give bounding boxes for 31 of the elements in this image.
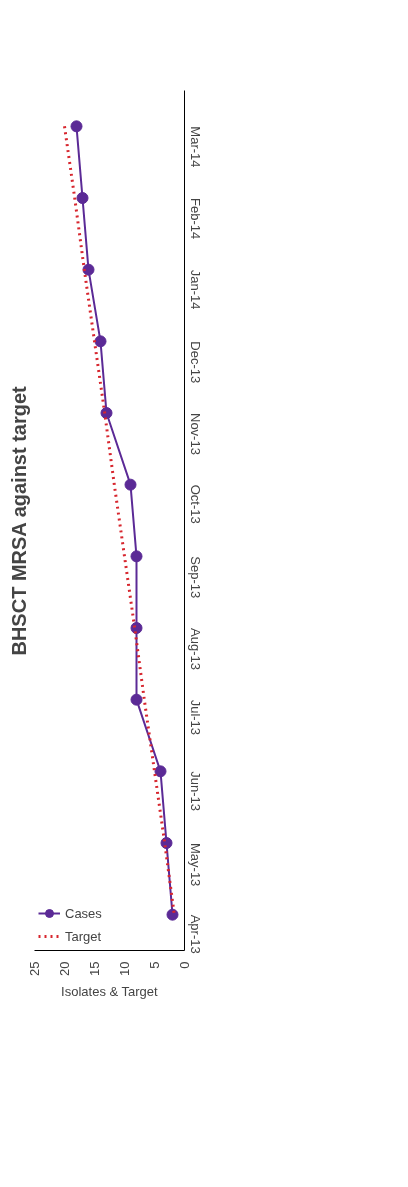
point bbox=[130, 550, 143, 563]
x-tick-label: 25 bbox=[27, 961, 42, 976]
point bbox=[124, 478, 137, 491]
x-tick-label: 0 bbox=[177, 961, 192, 969]
y-tick-label: Jan-14 bbox=[188, 269, 203, 310]
y-tick-label: Jun-13 bbox=[188, 771, 203, 812]
point bbox=[70, 120, 83, 133]
y-tick-label: Apr-13 bbox=[188, 914, 203, 954]
y-tick-label: Jul-13 bbox=[188, 699, 203, 736]
x-tick-label: 10 bbox=[117, 961, 132, 976]
y-tick-label: Nov-13 bbox=[188, 413, 203, 455]
y-tick-label: Dec-13 bbox=[188, 341, 203, 384]
y-tick-label: Feb-14 bbox=[188, 198, 203, 240]
y-tick-label: Mar-14 bbox=[188, 126, 203, 168]
x-tick-label: 5 bbox=[147, 961, 162, 969]
x-tick-label: 15 bbox=[87, 961, 102, 976]
legend-label: Cases bbox=[65, 905, 102, 921]
y-tick-label: Sep-13 bbox=[188, 556, 203, 599]
legend-label: Target bbox=[65, 928, 102, 944]
text: BHSCT MRSA against target bbox=[7, 385, 30, 656]
x-axis-title: Isolates & Target bbox=[61, 983, 159, 999]
y-tick-label: Aug-13 bbox=[188, 628, 203, 670]
point bbox=[76, 192, 89, 204]
point bbox=[130, 693, 143, 706]
y-tick-label: May-13 bbox=[188, 843, 203, 887]
point bbox=[154, 765, 167, 778]
x-tick-label: 20 bbox=[57, 961, 72, 976]
point bbox=[166, 908, 179, 921]
y-tick-label: Oct-13 bbox=[188, 484, 203, 524]
point bbox=[94, 335, 107, 348]
point bbox=[82, 263, 95, 276]
